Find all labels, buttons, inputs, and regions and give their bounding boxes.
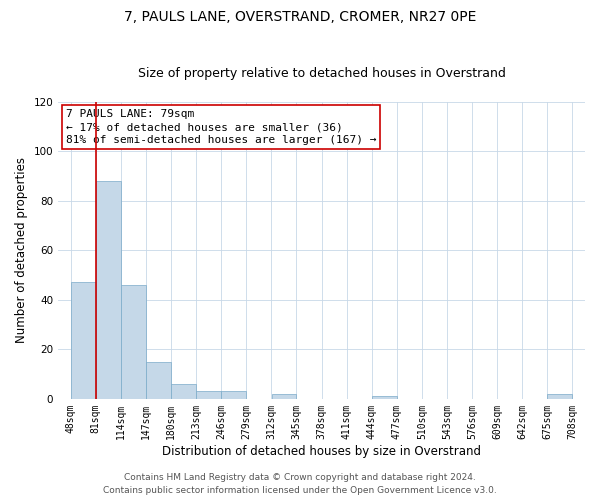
Text: 7, PAULS LANE, OVERSTRAND, CROMER, NR27 0PE: 7, PAULS LANE, OVERSTRAND, CROMER, NR27 …	[124, 10, 476, 24]
Bar	[547, 394, 572, 399]
Text: 7 PAULS LANE: 79sqm
← 17% of detached houses are smaller (36)
81% of semi-detach: 7 PAULS LANE: 79sqm ← 17% of detached ho…	[66, 109, 377, 146]
Bar	[171, 384, 196, 399]
Title: Size of property relative to detached houses in Overstrand: Size of property relative to detached ho…	[137, 66, 506, 80]
Bar	[221, 392, 246, 399]
Y-axis label: Number of detached properties: Number of detached properties	[15, 157, 28, 343]
X-axis label: Distribution of detached houses by size in Overstrand: Distribution of detached houses by size …	[162, 444, 481, 458]
Bar	[196, 392, 221, 399]
Bar	[146, 362, 171, 399]
Bar	[372, 396, 397, 399]
Bar	[121, 285, 146, 399]
Text: Contains HM Land Registry data © Crown copyright and database right 2024.
Contai: Contains HM Land Registry data © Crown c…	[103, 474, 497, 495]
Bar	[272, 394, 296, 399]
Bar	[96, 181, 121, 399]
Bar	[71, 282, 95, 399]
